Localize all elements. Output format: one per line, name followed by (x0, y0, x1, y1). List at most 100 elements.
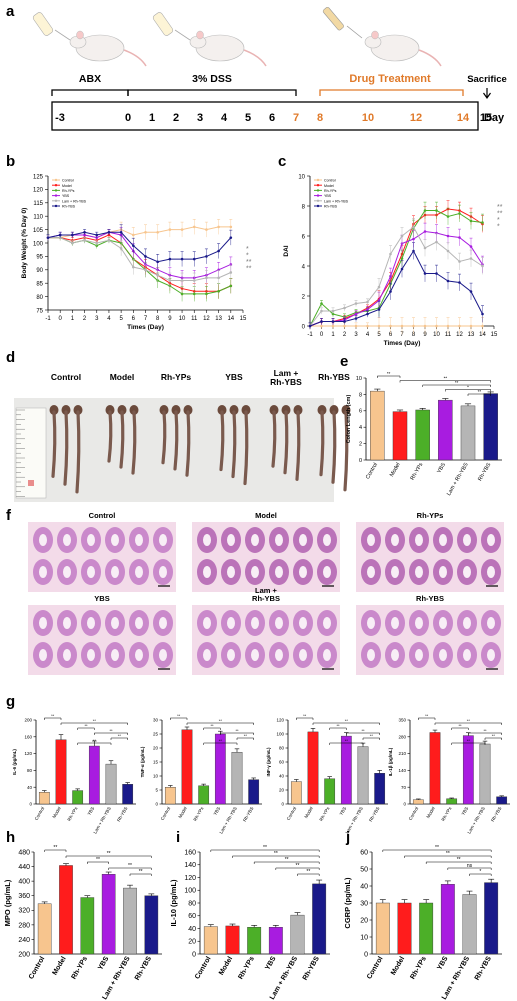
timeline-box (51, 101, 479, 131)
significance-marker: ** (244, 733, 248, 738)
bar-rhybs (483, 393, 498, 461)
histology-label: Rh-YBS (252, 594, 280, 603)
y-tick-label: 25 (153, 732, 159, 737)
x-tick-label: 3 (354, 332, 358, 338)
histology-image (28, 605, 176, 675)
y-tick-label: 210 (398, 751, 406, 756)
y-tick-label: 20 (153, 746, 159, 751)
bar-model (392, 411, 408, 461)
significance-marker: ** (274, 851, 278, 857)
category-label: Rh-YBS (116, 806, 128, 823)
sacrifice-label: Sacrifice (467, 74, 507, 85)
y-tick-label: 80 (188, 900, 196, 907)
legend-label: Lam + Rh-YBS (62, 199, 87, 203)
category-label: Model (51, 806, 61, 819)
bar-lam (290, 914, 305, 955)
significance-marker: ** (296, 863, 300, 869)
timeline-day-label: 5 (245, 112, 251, 124)
category-label: Rh-YPs (66, 805, 78, 822)
data-point (354, 324, 358, 328)
sacrifice-arrow (483, 88, 491, 100)
series-line-rhyps (48, 237, 232, 295)
legend-label: Rh-YBS (62, 205, 76, 209)
y-tick-label: 350 (398, 718, 406, 723)
significance-bracket (447, 867, 492, 870)
crypt-lumen (251, 617, 259, 629)
data-point (107, 230, 111, 234)
legend-marker (316, 189, 320, 192)
category-label: Rh-YPs (410, 462, 425, 482)
crypt-lumen (251, 566, 259, 578)
colon-tissue (185, 410, 191, 477)
crypt-lumen (439, 534, 447, 546)
timeline-day-label: 14 (457, 112, 470, 124)
significance-bracket (346, 732, 380, 735)
cecum (329, 405, 339, 415)
crypt-lumen (275, 617, 283, 629)
series-line-rhybs (309, 249, 483, 327)
y-tick-label: 280 (398, 734, 406, 739)
significance-marker: ** (492, 733, 496, 738)
data-point (205, 255, 208, 258)
y-tick-label: 110 (33, 215, 43, 221)
y-tick-label: 6 (359, 409, 362, 415)
y-axis-title: CGRP (pg/mL) (343, 877, 352, 929)
legend-marker (316, 178, 320, 182)
cecum (171, 405, 181, 415)
data-point (423, 324, 427, 328)
data-point (423, 230, 427, 233)
category-label: Rh-YBS (134, 955, 153, 981)
data-point (320, 324, 323, 328)
bar-control (203, 926, 218, 955)
y-tick-label: 80 (36, 295, 43, 301)
crypt-lumen (39, 566, 47, 578)
bar-rhyps (80, 897, 95, 955)
significance-bracket (65, 855, 152, 858)
significance-marker: ** (483, 728, 487, 733)
crypt-lumen (367, 649, 375, 661)
histology-image (356, 605, 504, 675)
legend-marker (54, 178, 58, 182)
significance-marker: ** (53, 845, 57, 851)
crypt-lumen (39, 617, 47, 629)
histology-label: YBS (94, 594, 109, 603)
data-point (229, 284, 233, 288)
crypt-lumen (63, 617, 71, 629)
crypt-lumen (439, 566, 447, 578)
bar-rhybs (374, 773, 386, 805)
bar-rhyps (446, 798, 458, 805)
x-tick-label: 9 (168, 316, 172, 322)
category-label: Rh-YBS (474, 955, 493, 981)
significance-bracket (434, 722, 502, 725)
x-tick-label: 5 (119, 316, 123, 322)
legend-marker (54, 184, 58, 187)
significance-marker: ** (467, 738, 471, 743)
crypt-lumen (439, 649, 447, 661)
crypt-lumen (227, 649, 235, 661)
timeline-day-label: 15 (480, 112, 492, 124)
category-label: Rh-YBS (368, 806, 380, 823)
data-point (366, 300, 369, 304)
significance-marker: ** (345, 718, 349, 723)
x-tick-label: 15 (491, 332, 498, 338)
y-tick-label: 75 (36, 308, 43, 314)
bar-control (290, 781, 302, 805)
significance-marker: ** (219, 738, 223, 743)
significance-bracket (232, 855, 320, 858)
x-tick-label: 7 (144, 316, 148, 322)
legend-marker (54, 204, 58, 208)
category-label: Control (34, 806, 46, 821)
significance-marker: ** (84, 723, 88, 728)
timeline-brackets (51, 89, 464, 96)
significance-marker: ** (177, 713, 181, 718)
y-tick-label: 80 (279, 746, 285, 751)
data-point (217, 289, 220, 293)
x-tick-label: 11 (445, 332, 452, 338)
significance-marker: ** (446, 851, 450, 857)
significance-bracket (275, 867, 320, 870)
y-tick-label: 240 (18, 937, 30, 944)
category-label: Model (389, 462, 402, 478)
